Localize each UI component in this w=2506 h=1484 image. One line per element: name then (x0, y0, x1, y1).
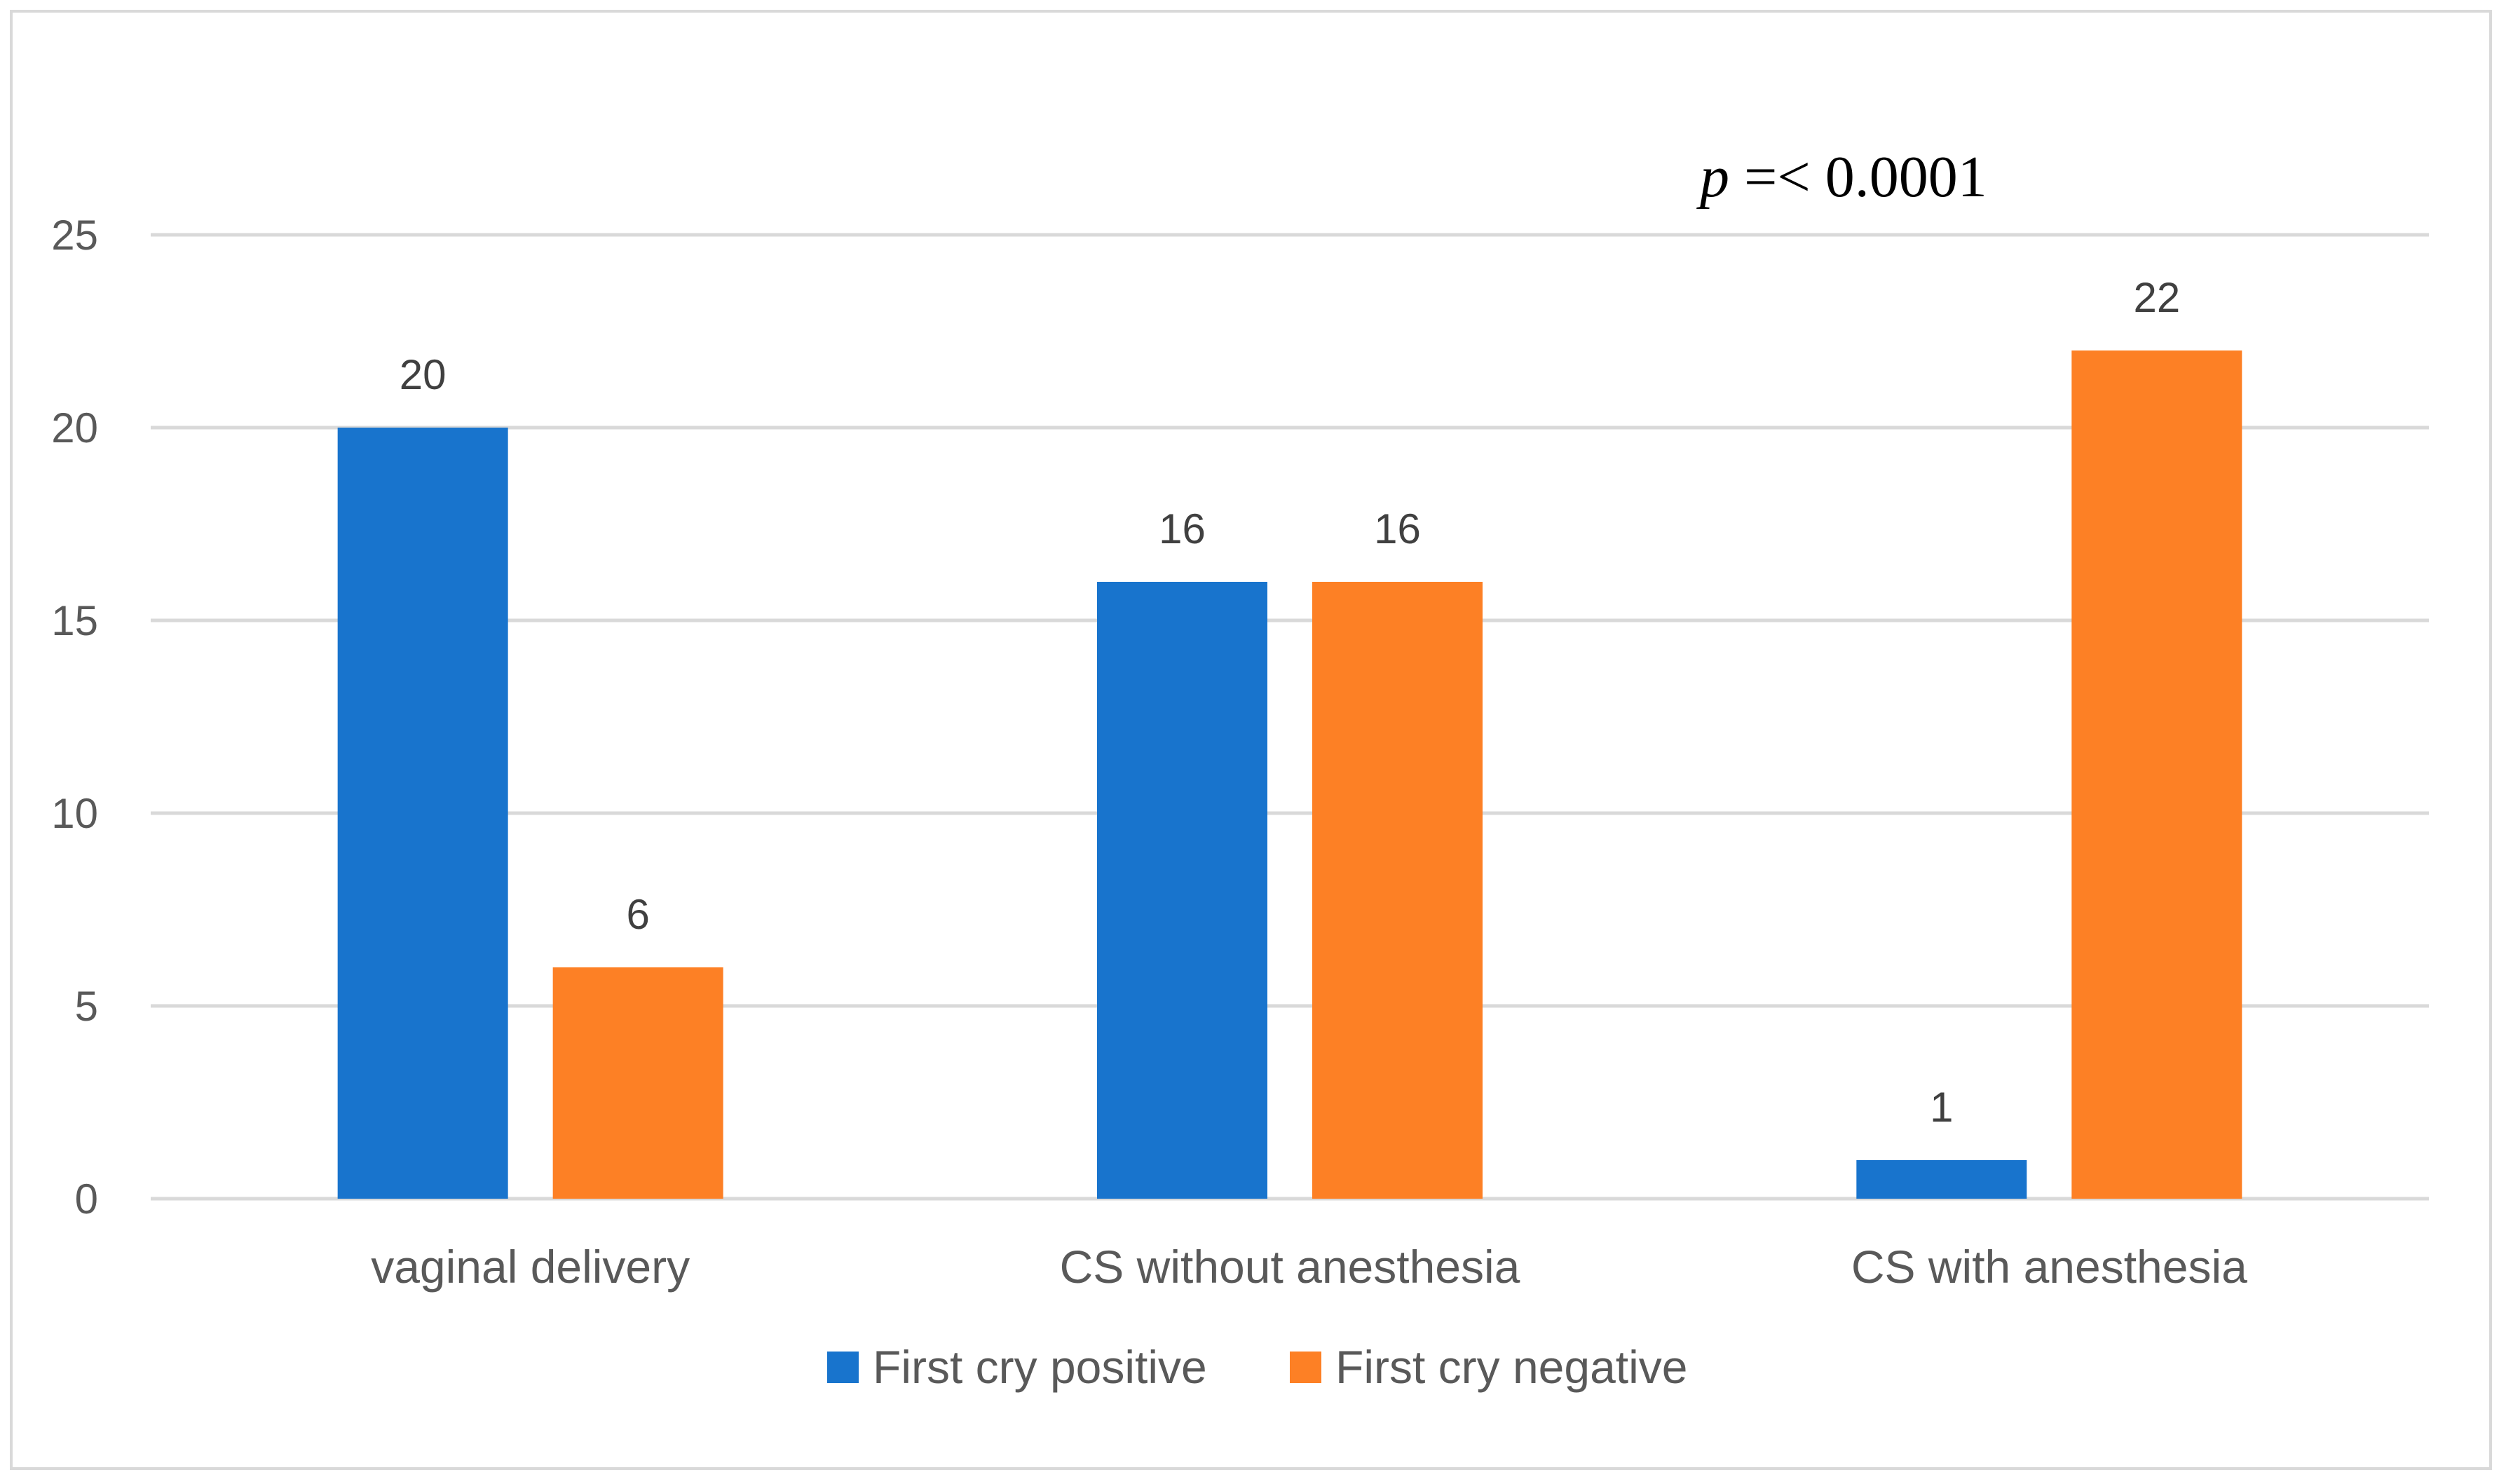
bars (337, 350, 2242, 1199)
bar (337, 428, 508, 1199)
y-tick-label: 25 (51, 212, 98, 259)
y-tick-label: 10 (51, 790, 98, 837)
legend-swatch (827, 1352, 859, 1383)
y-tick-label: 5 (75, 983, 98, 1030)
data-label: 1 (1930, 1084, 1953, 1131)
legend: First cry positive First cry negative (827, 1341, 1687, 1393)
x-category-label: vaginal delivery (371, 1241, 690, 1293)
y-axis-ticks: 0 5 10 15 20 25 (51, 212, 98, 1223)
data-label: 16 (1374, 505, 1421, 552)
legend-swatch (1290, 1352, 1321, 1383)
legend-label: First cry negative (1335, 1341, 1687, 1393)
x-axis-categories: vaginal delivery CS without anesthesia CS … (371, 1241, 2247, 1293)
y-tick-label: 0 (75, 1176, 98, 1223)
bar (1097, 582, 1267, 1199)
legend-label: First cry positive (873, 1341, 1207, 1393)
data-labels: 20 6 16 16 1 22 (400, 274, 2180, 1131)
y-tick-label: 20 (51, 404, 98, 451)
data-label: 20 (400, 351, 447, 398)
bar (552, 967, 723, 1199)
x-category-label: CS with anesthesia (1851, 1241, 2247, 1293)
p-value-text: =< 0.0001 (1729, 144, 1987, 210)
p-value-annotation: p =< 0.0001 (1696, 144, 1987, 210)
p-symbol: p (1696, 144, 1729, 210)
data-label: 22 (2133, 274, 2180, 321)
bar (1312, 582, 1483, 1199)
data-label: 6 (626, 891, 649, 938)
data-label: 16 (1159, 505, 1206, 552)
bar (1856, 1160, 2027, 1199)
x-category-label: CS without anesthesia (1060, 1241, 1520, 1293)
gridlines (151, 233, 2429, 1201)
y-tick-label: 15 (51, 597, 98, 644)
bar (2071, 350, 2242, 1199)
